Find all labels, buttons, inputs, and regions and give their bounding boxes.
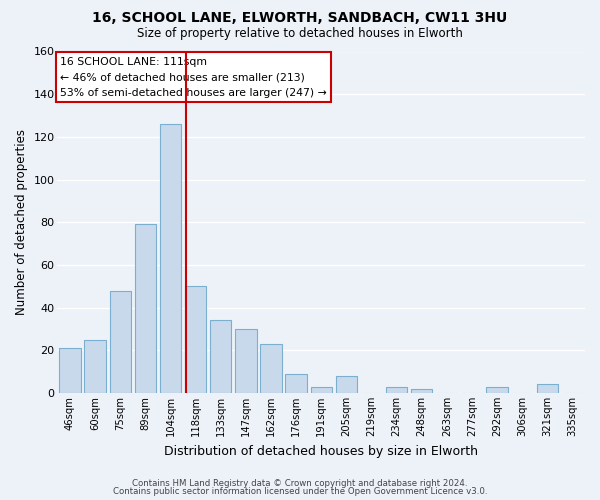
Text: Contains public sector information licensed under the Open Government Licence v3: Contains public sector information licen… [113, 487, 487, 496]
Bar [59, 348, 80, 393]
Y-axis label: Number of detached properties: Number of detached properties [15, 130, 28, 316]
Bar [260, 344, 281, 393]
Text: Size of property relative to detached houses in Elworth: Size of property relative to detached ho… [137, 27, 463, 40]
Bar [160, 124, 181, 393]
Text: 16, SCHOOL LANE, ELWORTH, SANDBACH, CW11 3HU: 16, SCHOOL LANE, ELWORTH, SANDBACH, CW11… [92, 11, 508, 25]
Bar [235, 329, 257, 393]
Bar [335, 376, 357, 393]
Bar [85, 340, 106, 393]
Bar [110, 290, 131, 393]
Bar [386, 386, 407, 393]
Bar [311, 386, 332, 393]
X-axis label: Distribution of detached houses by size in Elworth: Distribution of detached houses by size … [164, 444, 478, 458]
Bar [487, 386, 508, 393]
Text: 16 SCHOOL LANE: 111sqm
← 46% of detached houses are smaller (213)
53% of semi-de: 16 SCHOOL LANE: 111sqm ← 46% of detached… [60, 56, 327, 98]
Text: Contains HM Land Registry data © Crown copyright and database right 2024.: Contains HM Land Registry data © Crown c… [132, 478, 468, 488]
Bar [185, 286, 206, 393]
Bar [135, 224, 156, 393]
Bar [210, 320, 232, 393]
Bar [286, 374, 307, 393]
Bar [411, 388, 433, 393]
Bar [536, 384, 558, 393]
